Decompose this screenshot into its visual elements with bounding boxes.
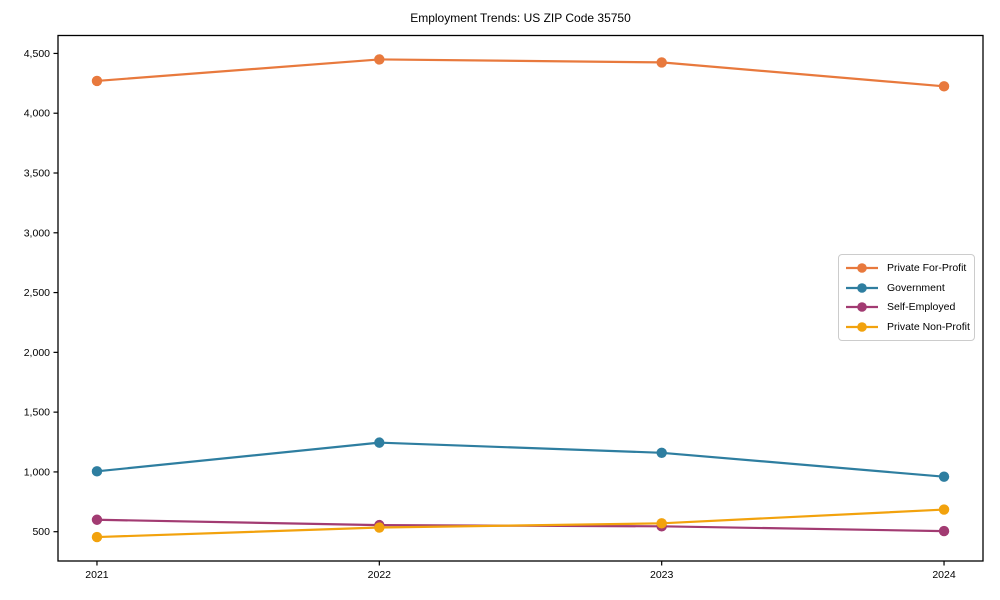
x-tick-label: 2022 <box>368 569 392 581</box>
data-point-government-2022 <box>374 437 385 448</box>
data-point-private-for-profit-2021 <box>91 75 103 87</box>
y-tick-label: 2,000 <box>24 347 50 359</box>
series-line-private-non-profit <box>95 508 946 539</box>
y-tick-label: 4,500 <box>24 48 50 60</box>
y-tick-label: 3,500 <box>24 168 50 180</box>
legend-item-government: Government <box>845 278 968 298</box>
legend-item-private-non-profit: Private Non-Profit <box>845 317 970 337</box>
legend-item-private-for-profit: Private For-Profit <box>845 258 968 278</box>
x-tick-label: 2023 <box>650 569 674 581</box>
legend-label: Self-Employed <box>887 301 956 314</box>
data-point-private-non-profit-2023 <box>656 518 667 529</box>
legend-swatch-private-for-profit <box>846 263 878 273</box>
y-tick-label: 1,000 <box>24 466 50 478</box>
legend-swatch-private-non-profit <box>846 322 878 332</box>
y-tick-label: 500 <box>32 526 50 538</box>
data-point-private-for-profit-2023 <box>656 57 667 68</box>
y-tick-label: 3,000 <box>24 227 50 239</box>
series-line-government <box>95 441 946 478</box>
x-tick-label: 2021 <box>85 569 109 581</box>
legend-label: Private Non-Profit <box>887 321 970 334</box>
data-point-private-non-profit-2021 <box>91 531 103 543</box>
legend-label: Government <box>887 281 945 294</box>
data-point-government-2024 <box>938 471 950 482</box>
data-point-private-non-profit-2022 <box>374 522 385 533</box>
x-tick-label: 2024 <box>932 569 956 581</box>
legend-swatch-self-employed <box>846 302 878 313</box>
chart-title: Employment Trends: US ZIP Code 35750 <box>410 11 631 25</box>
data-point-government-2021 <box>91 466 103 477</box>
data-point-private-non-profit-2024 <box>938 504 950 515</box>
y-tick-label: 2,500 <box>24 287 50 299</box>
legend-item-self-employed: Self-Employed <box>845 298 968 318</box>
data-point-private-for-profit-2022 <box>374 54 385 65</box>
y-tick-label: 1,500 <box>24 407 50 419</box>
data-point-self-employed-2024 <box>938 525 950 537</box>
axes-spines <box>57 34 984 562</box>
legend-swatch-government <box>846 282 878 293</box>
y-tick-label: 4,000 <box>24 108 50 120</box>
legend: Private For-Profit Government Self-Employe… <box>838 254 975 341</box>
data-point-private-for-profit-2024 <box>938 81 950 92</box>
data-point-government-2023 <box>656 447 667 458</box>
legend-label: Private For-Profit <box>887 261 967 274</box>
series-line-private-for-profit <box>95 58 946 88</box>
data-point-self-employed-2021 <box>91 514 103 525</box>
